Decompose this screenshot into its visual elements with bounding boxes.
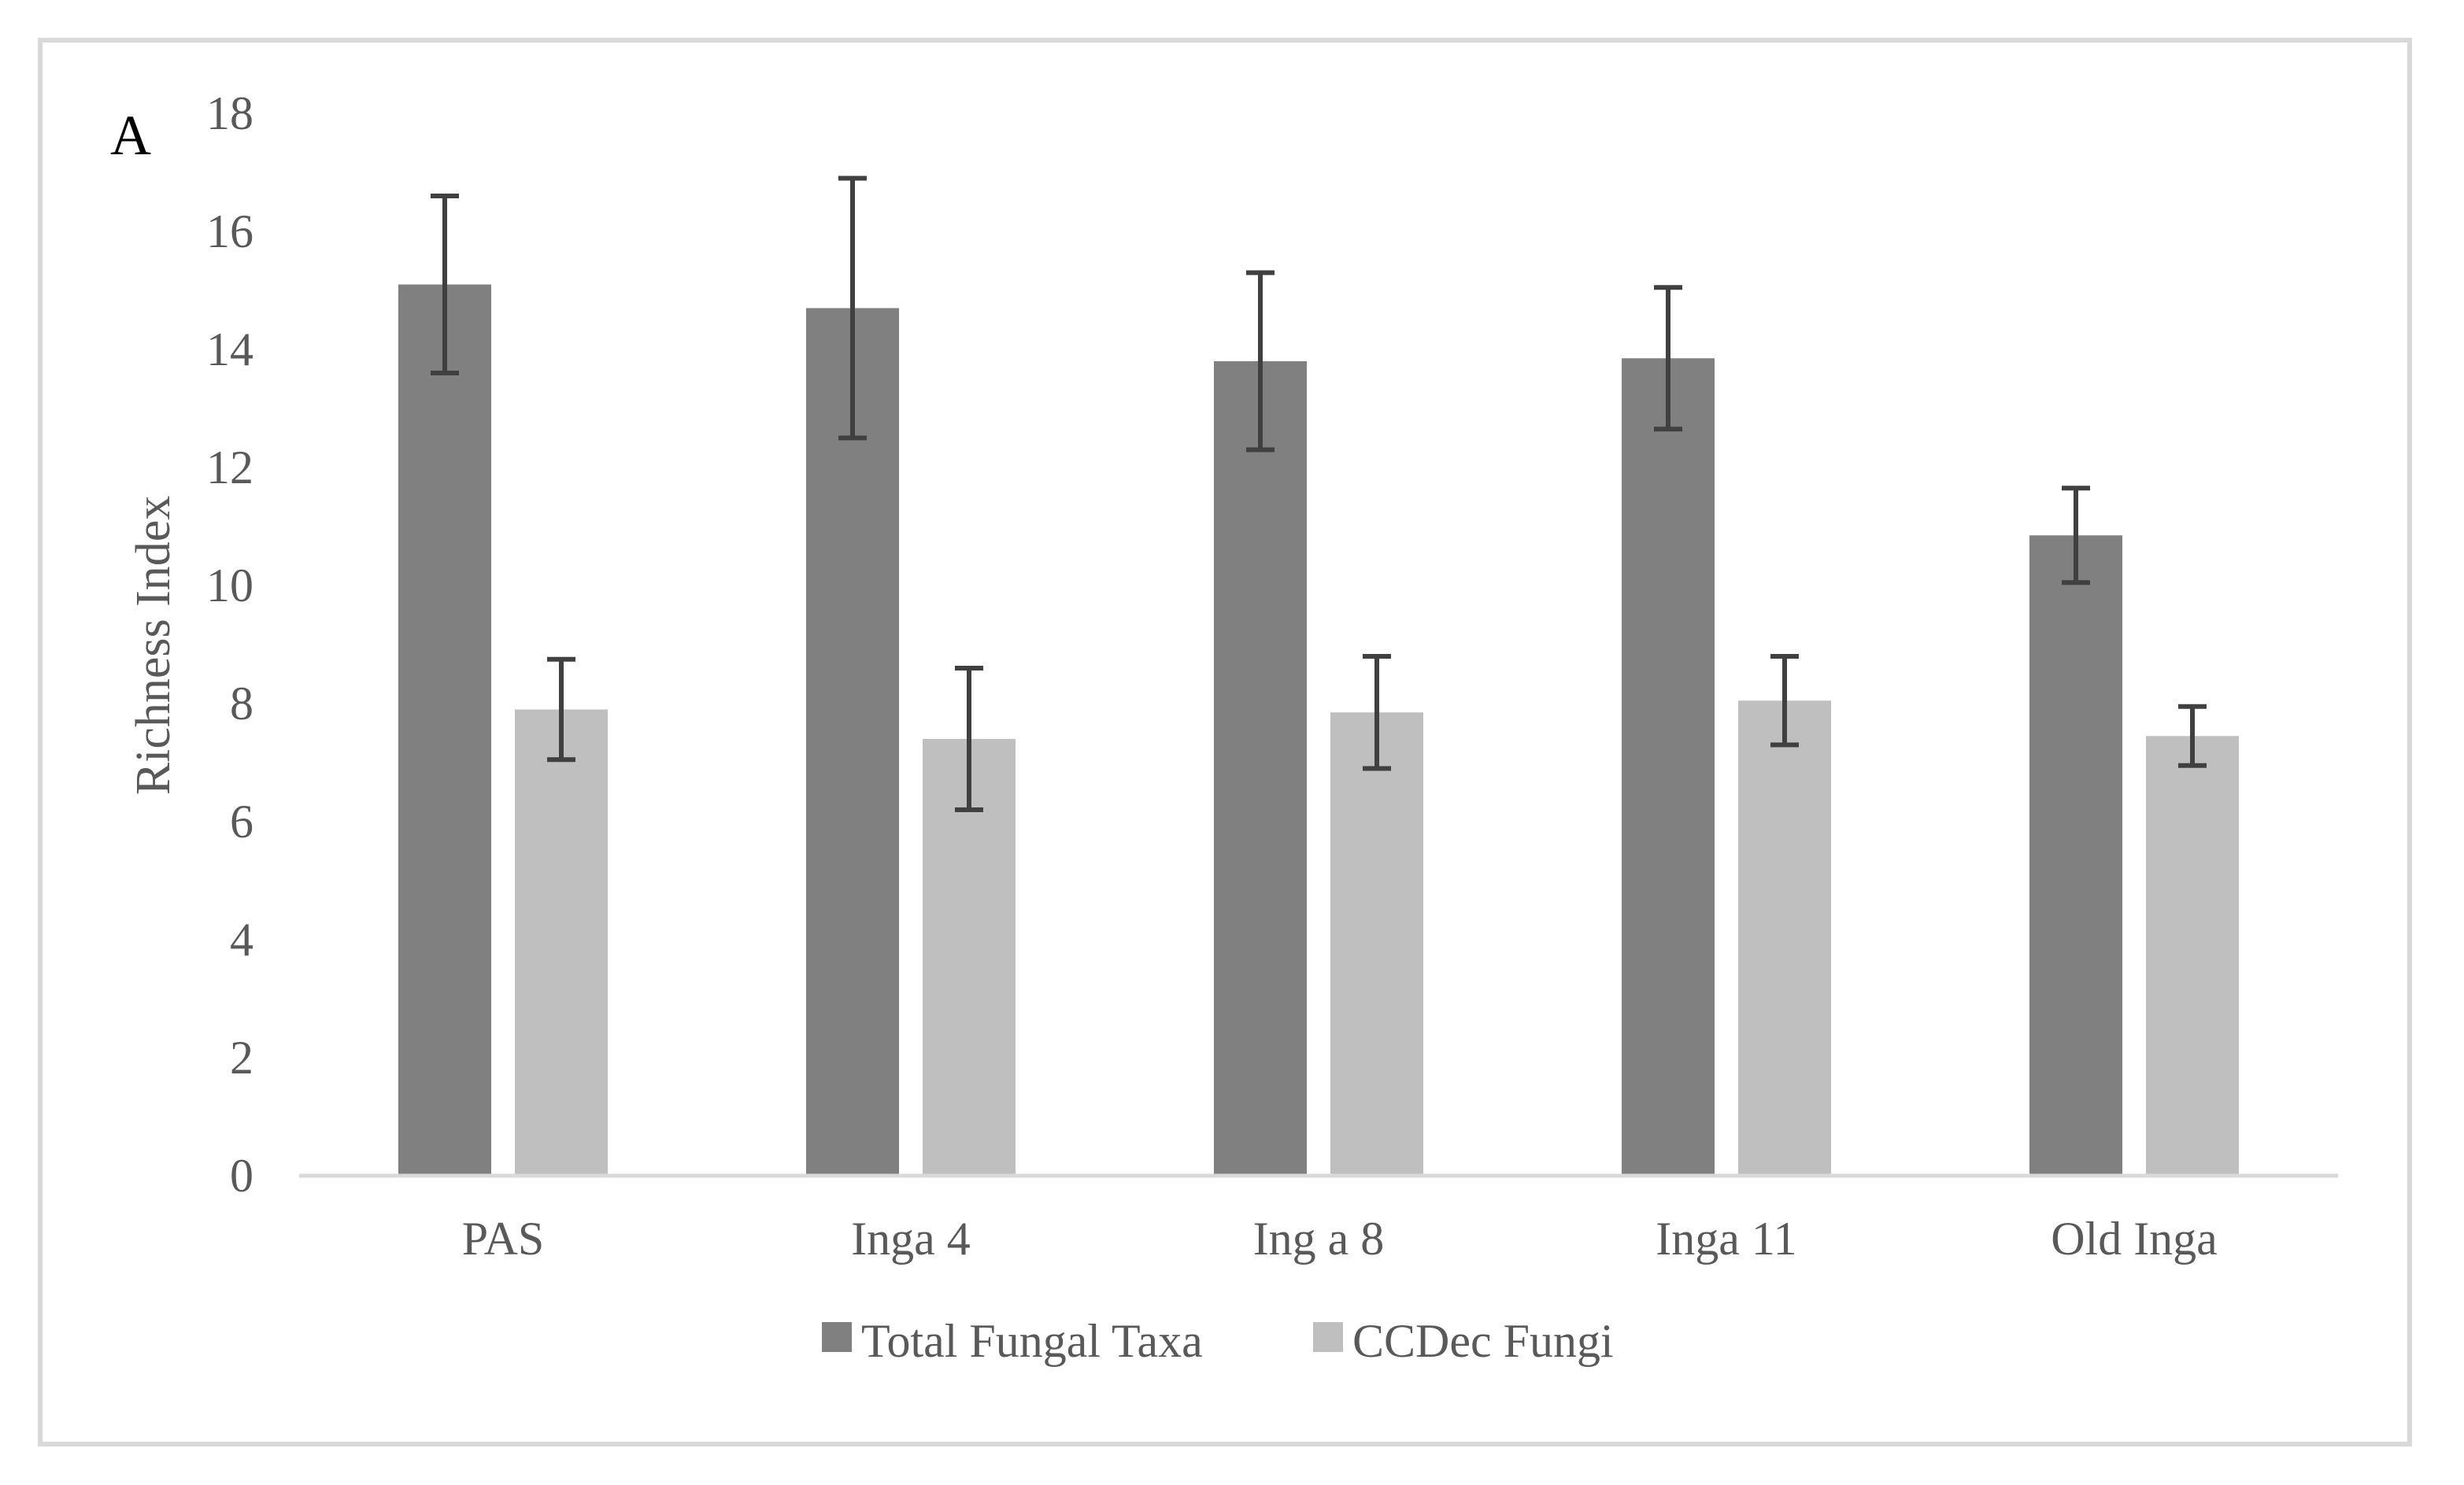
legend-entry: CCDec Fungi	[1352, 1315, 1614, 1367]
error-bar	[2178, 704, 2207, 768]
error-bar	[1770, 654, 1799, 748]
bar-ccdec-fungi	[1330, 712, 1423, 1176]
error-bar	[431, 194, 459, 375]
y-tick-label: 0	[230, 1150, 253, 1202]
y-axis-label: Richness Index	[127, 496, 180, 796]
error-bar	[955, 666, 983, 812]
error-bar	[1363, 654, 1391, 771]
bar-total-fungal-taxa	[398, 284, 491, 1176]
x-tick-label: PAS	[462, 1213, 545, 1265]
bars	[398, 284, 2239, 1176]
y-tick-label: 4	[230, 914, 253, 966]
y-tick-label: 18	[206, 87, 253, 139]
y-tick-label: 12	[206, 441, 253, 493]
x-tick-label: Old Inga	[2051, 1213, 2218, 1265]
error-bar	[547, 656, 575, 763]
legend: Total Fungal Taxa CCDec Fungi	[822, 1315, 1614, 1367]
y-tick-label: 8	[230, 678, 253, 730]
x-tick-label: Inga 4	[851, 1213, 971, 1265]
bar-ccdec-fungi	[515, 709, 608, 1176]
legend-entry: Total Fungal Taxa	[861, 1315, 1203, 1367]
bar-total-fungal-taxa	[806, 308, 899, 1176]
y-tick-label: 10	[206, 560, 253, 611]
error-bar	[2062, 486, 2090, 586]
error-bars	[431, 175, 2207, 812]
bar-ccdec-fungi	[2146, 736, 2239, 1176]
y-tick-label: 16	[206, 205, 253, 257]
panel-label: A	[110, 104, 151, 167]
bar-total-fungal-taxa	[2029, 535, 2122, 1176]
error-bar	[1246, 270, 1275, 453]
y-tick-label: 14	[206, 323, 253, 375]
legend-swatch	[1313, 1322, 1343, 1352]
bar-ccdec-fungi	[1738, 700, 1831, 1176]
x-tick-label: Inga 11	[1656, 1213, 1796, 1265]
bar-total-fungal-taxa	[1214, 361, 1307, 1176]
legend-swatch	[822, 1322, 852, 1352]
y-ticks: 0 2 4 6 8 10 12 14 16 18	[206, 87, 253, 1202]
error-bar	[1654, 285, 1682, 432]
error-bar	[838, 175, 867, 441]
y-tick-label: 6	[230, 796, 253, 848]
bar-total-fungal-taxa	[1622, 358, 1715, 1176]
x-tick-labels: PAS Inga 4 Ing a 8 Inga 11 Old Inga	[462, 1213, 2218, 1265]
x-tick-label: Ing a 8	[1253, 1213, 1385, 1265]
y-tick-label: 2	[230, 1032, 253, 1084]
